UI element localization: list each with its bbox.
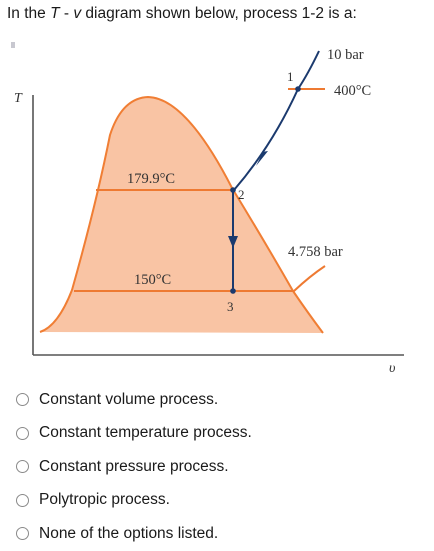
label-150c: 150°C [134,272,171,288]
option-polytropic[interactable]: Polytropic process. [16,484,252,518]
question-prefix: In the [7,5,51,22]
saturation-dome-curve [39,95,324,334]
radio-circle-icon[interactable] [16,426,29,440]
process-2-3-arrow [228,236,238,248]
label-state-2: 2 [238,187,245,202]
answer-options: Constant volume process. Constant temper… [16,383,252,551]
process-1-2-line [233,50,320,191]
question-text: In the T - v diagram shown below, proces… [7,5,357,23]
radio-circle-icon[interactable] [16,527,29,541]
question-var-v: v [73,5,82,22]
radio-circle-icon[interactable] [16,393,29,407]
option-constant-pressure[interactable]: Constant pressure process. [16,450,252,484]
grey-mark [11,42,15,48]
isotherm-150-line [74,265,326,292]
label-state-1: 1 [287,69,294,84]
radio-circle-icon[interactable] [16,460,29,474]
label-state-3: 3 [227,299,234,314]
question-middle: - [59,5,74,22]
label-4758-bar: 4.758 bar [288,244,343,260]
state-1-point [295,86,301,92]
option-label: Constant volume process. [39,390,219,408]
option-constant-volume[interactable]: Constant volume process. [16,383,252,417]
process-1-2-arrow [256,146,268,166]
saturation-dome-fill [40,97,323,333]
option-label: None of the options listed. [39,524,219,542]
state-2-point [230,187,236,193]
question-var-t: T [50,5,60,22]
option-label: Polytropic process. [39,491,170,509]
label-179c: 179.9°C [127,171,175,187]
option-none[interactable]: None of the options listed. [16,517,252,551]
question-suffix: diagram shown below, process 1-2 is a: [81,5,357,22]
state-3-point [230,288,236,294]
option-label: Constant temperature process. [39,424,252,442]
t-v-diagram: T υ 10 bar 400°C 1 2 3 179.9°C 150°C 4.7… [11,42,404,376]
option-label: Constant pressure process. [39,457,229,475]
label-10-bar: 10 bar [327,47,364,63]
radio-circle-icon[interactable] [16,493,29,507]
label-400c: 400°C [334,83,371,99]
option-constant-temperature[interactable]: Constant temperature process. [16,417,252,451]
v-axis-label: υ [389,361,395,376]
t-axis-label: T [14,91,23,106]
